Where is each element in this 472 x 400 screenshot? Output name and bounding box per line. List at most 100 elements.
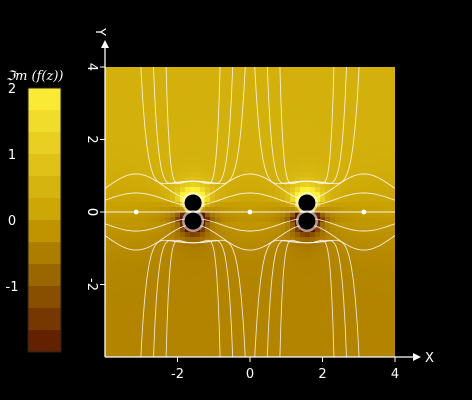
- heatmap-cell: [265, 297, 271, 303]
- heatmap-cell: [390, 212, 395, 218]
- heatmap-cell: [170, 127, 176, 133]
- heatmap-cell: [165, 212, 171, 218]
- heatmap-cell: [280, 257, 286, 263]
- heatmap-cell: [225, 182, 231, 188]
- heatmap-cell: [300, 312, 306, 318]
- heatmap-cell: [285, 152, 291, 158]
- heatmap-cell: [160, 272, 166, 278]
- heatmap-cell: [320, 147, 326, 153]
- heatmap-cell: [160, 312, 166, 318]
- heatmap-cell: [300, 332, 306, 338]
- heatmap-cell: [145, 182, 151, 188]
- heatmap-cell: [105, 307, 111, 313]
- heatmap-cell: [310, 352, 316, 357]
- heatmap-cell: [335, 257, 341, 263]
- heatmap-cell: [195, 277, 201, 283]
- heatmap-cell: [325, 92, 331, 98]
- heatmap-cell: [185, 122, 191, 128]
- heatmap-cell: [355, 162, 361, 168]
- heatmap-cell: [275, 202, 281, 208]
- heatmap-cell: [290, 297, 296, 303]
- heatmap-cell: [185, 67, 191, 73]
- heatmap-cell: [320, 222, 326, 228]
- heatmap-cell: [235, 117, 241, 123]
- heatmap-cell: [380, 267, 386, 273]
- colorbar-tick-label: 1: [8, 148, 16, 163]
- heatmap-cell: [255, 137, 261, 143]
- heatmap-cell: [250, 217, 256, 223]
- heatmap-cell: [360, 77, 366, 83]
- heatmap-cell: [360, 162, 366, 168]
- heatmap-cell: [130, 142, 136, 148]
- heatmap-cell: [220, 342, 226, 348]
- heatmap-cell: [210, 162, 216, 168]
- heatmap-cell: [225, 192, 231, 198]
- heatmap-cell: [315, 102, 321, 108]
- heatmap-cell: [345, 67, 351, 73]
- heatmap-cell: [360, 137, 366, 143]
- heatmap-cell: [150, 347, 156, 353]
- heatmap-cell: [325, 322, 331, 328]
- heatmap-cell: [340, 72, 346, 78]
- heatmap-cell: [150, 72, 156, 78]
- heatmap-cell: [215, 337, 221, 343]
- heatmap-cell: [390, 92, 395, 98]
- heatmap-cell: [160, 302, 166, 308]
- heatmap-cell: [215, 87, 221, 93]
- heatmap-cell: [145, 317, 151, 323]
- heatmap-cell: [110, 92, 116, 98]
- heatmap-cell: [245, 112, 251, 118]
- heatmap-cell: [165, 332, 171, 338]
- heatmap-cell: [270, 287, 276, 293]
- heatmap-cell: [220, 302, 226, 308]
- heatmap-cell: [205, 232, 211, 238]
- heatmap-cell: [195, 342, 201, 348]
- heatmap-cell: [205, 197, 211, 203]
- heatmap-cell: [365, 177, 371, 183]
- heatmap-cell: [170, 132, 176, 138]
- heatmap-cell: [185, 282, 191, 288]
- heatmap-cell: [130, 307, 136, 313]
- heatmap-cell: [345, 152, 351, 158]
- heatmap-cell: [155, 317, 161, 323]
- heatmap-cell: [335, 112, 341, 118]
- heatmap-cell: [305, 107, 311, 113]
- heatmap-cell: [250, 332, 256, 338]
- heatmap-cell: [195, 132, 201, 138]
- heatmap-cell: [255, 337, 261, 343]
- contour-line: [105, 224, 395, 251]
- heatmap-cell: [180, 317, 186, 323]
- heatmap-cell: [310, 182, 316, 188]
- heatmap-cell: [145, 112, 151, 118]
- heatmap-cell: [315, 172, 321, 178]
- heatmap-cell: [370, 177, 376, 183]
- heatmap-cell: [260, 287, 266, 293]
- heatmap-cell: [265, 147, 271, 153]
- heatmap-cell: [230, 302, 236, 308]
- heatmap-cell: [250, 297, 256, 303]
- heatmap-cell: [330, 217, 336, 223]
- heatmap-cell: [115, 327, 121, 333]
- contour-line: [254, 67, 360, 185]
- heatmap-cell: [365, 97, 371, 103]
- heatmap-cell: [385, 347, 391, 353]
- heatmap-cell: [260, 162, 266, 168]
- heatmap-cell: [120, 162, 126, 168]
- heatmap-cell: [150, 202, 156, 208]
- heatmap-cell: [375, 257, 381, 263]
- heatmap-cell: [375, 92, 381, 98]
- heatmap-cell: [165, 137, 171, 143]
- heatmap-cell: [295, 157, 301, 163]
- heatmap-cell: [370, 302, 376, 308]
- heatmap-cell: [195, 102, 201, 108]
- heatmap-cell: [270, 207, 276, 213]
- heatmap-cell: [255, 237, 261, 243]
- heatmap-cell: [385, 307, 391, 313]
- heatmap-cell: [200, 177, 206, 183]
- heatmap-cell: [160, 132, 166, 138]
- heatmap-cell: [380, 307, 386, 313]
- heatmap-cell: [185, 252, 191, 258]
- heatmap-cell: [275, 277, 281, 283]
- heatmap-cell: [185, 292, 191, 298]
- heatmap-cell: [370, 127, 376, 133]
